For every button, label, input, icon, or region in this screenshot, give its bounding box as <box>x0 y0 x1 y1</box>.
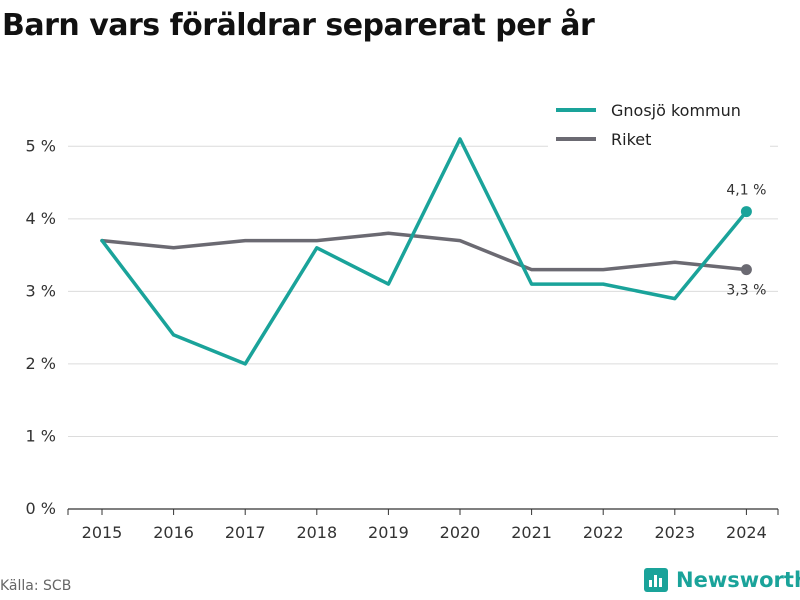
x-tick-label: 2015 <box>82 523 123 542</box>
legend-label-0: Gnosjö kommun <box>611 101 741 120</box>
y-tick-label: 4 % <box>26 209 56 228</box>
end-label-gnosjo: 4,1 % <box>726 183 766 199</box>
y-tick-label: 1 % <box>26 426 56 445</box>
x-tick-label: 2017 <box>225 523 266 542</box>
x-tick-labels: 2015 2016 2017 2018 2019 2020 2021 2022 2023 2024 <box>82 523 767 542</box>
legend-label-1: Riket <box>611 130 651 149</box>
axis <box>67 508 779 515</box>
end-label-riket: 3,3 % <box>726 283 766 299</box>
x-tick-label: 2016 <box>153 523 194 542</box>
series-end-point-0 <box>740 206 752 218</box>
chart-title: Barn vars föräldrar separerat per år <box>2 8 595 43</box>
y-tick-label: 5 % <box>26 136 56 155</box>
x-tick-label: 2023 <box>654 523 695 542</box>
series-lines <box>100 137 749 366</box>
y-tick-labels: 0 % 1 % 2 % 3 % 4 % 5 % <box>26 136 56 518</box>
y-tick-label: 2 % <box>26 354 56 373</box>
x-tick-label: 2022 <box>583 523 624 542</box>
x-tick-label: 2019 <box>368 523 409 542</box>
legend: Gnosjö kommun Riket <box>548 96 770 152</box>
series-end-point-1 <box>740 264 752 276</box>
x-tick-label: 2018 <box>296 523 337 542</box>
series-line-1 <box>100 231 749 272</box>
legend-background <box>548 96 770 152</box>
brand-logo: Newsworthy <box>644 568 800 592</box>
newsworthy-logo-icon <box>644 568 668 592</box>
series-endpoints: 4,1 % 3,3 % <box>726 183 766 299</box>
x-tick-label: 2020 <box>440 523 481 542</box>
brand-name: Newsworthy <box>676 568 800 592</box>
grid-lines <box>68 145 778 437</box>
source-note: Källa: SCB <box>0 578 72 594</box>
series-line-0 <box>100 137 749 366</box>
x-tick-label: 2021 <box>511 523 552 542</box>
x-tick-label: 2024 <box>726 523 767 542</box>
y-tick-label: 0 % <box>26 499 56 518</box>
y-tick-label: 3 % <box>26 281 56 300</box>
